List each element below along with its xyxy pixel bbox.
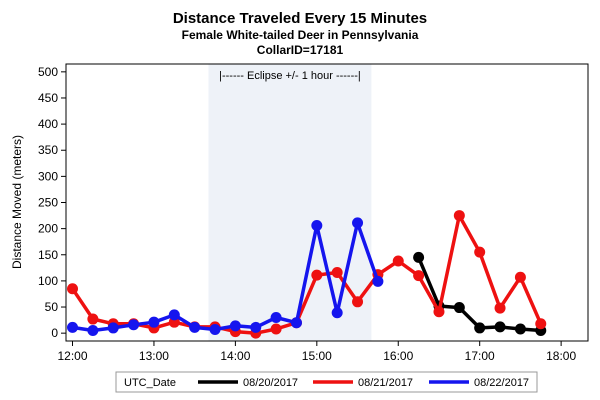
data-point-series-3 <box>168 309 180 321</box>
series-line-3 <box>72 221 380 333</box>
data-point-series-2 <box>87 313 99 325</box>
y-tick-label: 150 <box>38 248 58 262</box>
chart-collar-id: CollarID=17181 <box>257 43 344 57</box>
data-point-series-2 <box>331 267 343 279</box>
legend-label: 08/22/2017 <box>474 377 529 389</box>
legend: 08/20/2017 08/21/2017 08/22/2017 <box>198 377 529 389</box>
y-tick-label: 350 <box>38 143 58 157</box>
legend-label: 08/20/2017 <box>243 377 298 389</box>
eclipse-band <box>208 64 372 341</box>
eclipse-label: |------ Eclipse +/- 1 hour ------| <box>219 70 361 82</box>
data-point-series-2 <box>494 302 506 314</box>
data-point-series-1 <box>453 302 465 314</box>
y-tick-label: 100 <box>38 274 58 288</box>
data-point-series-2 <box>433 306 445 318</box>
data-point-series-2 <box>67 283 79 295</box>
data-point-series-3 <box>311 219 323 231</box>
data-point-series-2 <box>514 271 526 283</box>
data-point-series-1 <box>494 321 506 333</box>
x-tick-label: 12:00 <box>57 349 87 363</box>
plot-area: |------ Eclipse +/- 1 hour ------| <box>67 64 547 341</box>
x-tick-label: 15:00 <box>302 349 332 363</box>
data-point-series-3 <box>67 321 79 333</box>
y-tick-label: 50 <box>45 300 59 314</box>
data-point-series-1 <box>474 322 486 334</box>
y-tick-label: 0 <box>51 326 58 340</box>
data-point-series-2 <box>535 318 547 330</box>
data-point-series-3 <box>87 325 99 337</box>
y-tick-label: 250 <box>38 196 58 210</box>
data-point-series-2 <box>352 296 364 308</box>
data-point-series-3 <box>128 319 140 331</box>
data-point-series-2 <box>270 323 282 335</box>
legend-label: 08/21/2017 <box>358 377 413 389</box>
y-tick-label: 400 <box>38 117 58 131</box>
data-point-series-3 <box>372 275 384 287</box>
data-point-series-3 <box>107 322 119 334</box>
x-tick-label: 17:00 <box>465 349 495 363</box>
data-point-series-3 <box>352 217 364 229</box>
data-point-series-1 <box>514 323 526 335</box>
data-point-series-3 <box>229 320 241 332</box>
legend-title: UTC_Date <box>124 377 176 389</box>
chart-subtitle: Female White-tailed Deer in Pennsylvania <box>182 28 419 42</box>
data-point-series-2 <box>474 246 486 258</box>
y-tick-label: 500 <box>38 65 58 79</box>
data-point-series-3 <box>148 316 160 328</box>
chart-title: Distance Traveled Every 15 Minutes <box>173 10 427 27</box>
data-point-series-2 <box>413 270 425 282</box>
data-point-series-2 <box>392 255 404 267</box>
data-point-series-3 <box>270 311 282 323</box>
x-tick-label: 18:00 <box>546 349 576 363</box>
data-point-series-3 <box>189 321 201 333</box>
x-tick-label: 16:00 <box>383 349 413 363</box>
y-axis-label: Distance Moved (meters) <box>10 135 24 269</box>
data-point-series-2 <box>453 210 465 222</box>
data-point-series-3 <box>209 324 221 336</box>
x-tick-label: 14:00 <box>220 349 250 363</box>
data-point-series-3 <box>331 307 343 319</box>
y-tick-label: 300 <box>38 169 58 183</box>
data-point-series-3 <box>250 321 262 333</box>
data-point-series-3 <box>290 317 302 329</box>
data-point-series-1 <box>413 251 425 263</box>
data-point-series-2 <box>311 269 323 281</box>
y-tick-label: 450 <box>38 91 58 105</box>
x-tick-label: 13:00 <box>139 349 169 363</box>
axes: 0 50 100 150 200 250 300 350 400 450 500 12:00 13:00… <box>38 63 589 363</box>
y-tick-label: 200 <box>38 222 58 236</box>
